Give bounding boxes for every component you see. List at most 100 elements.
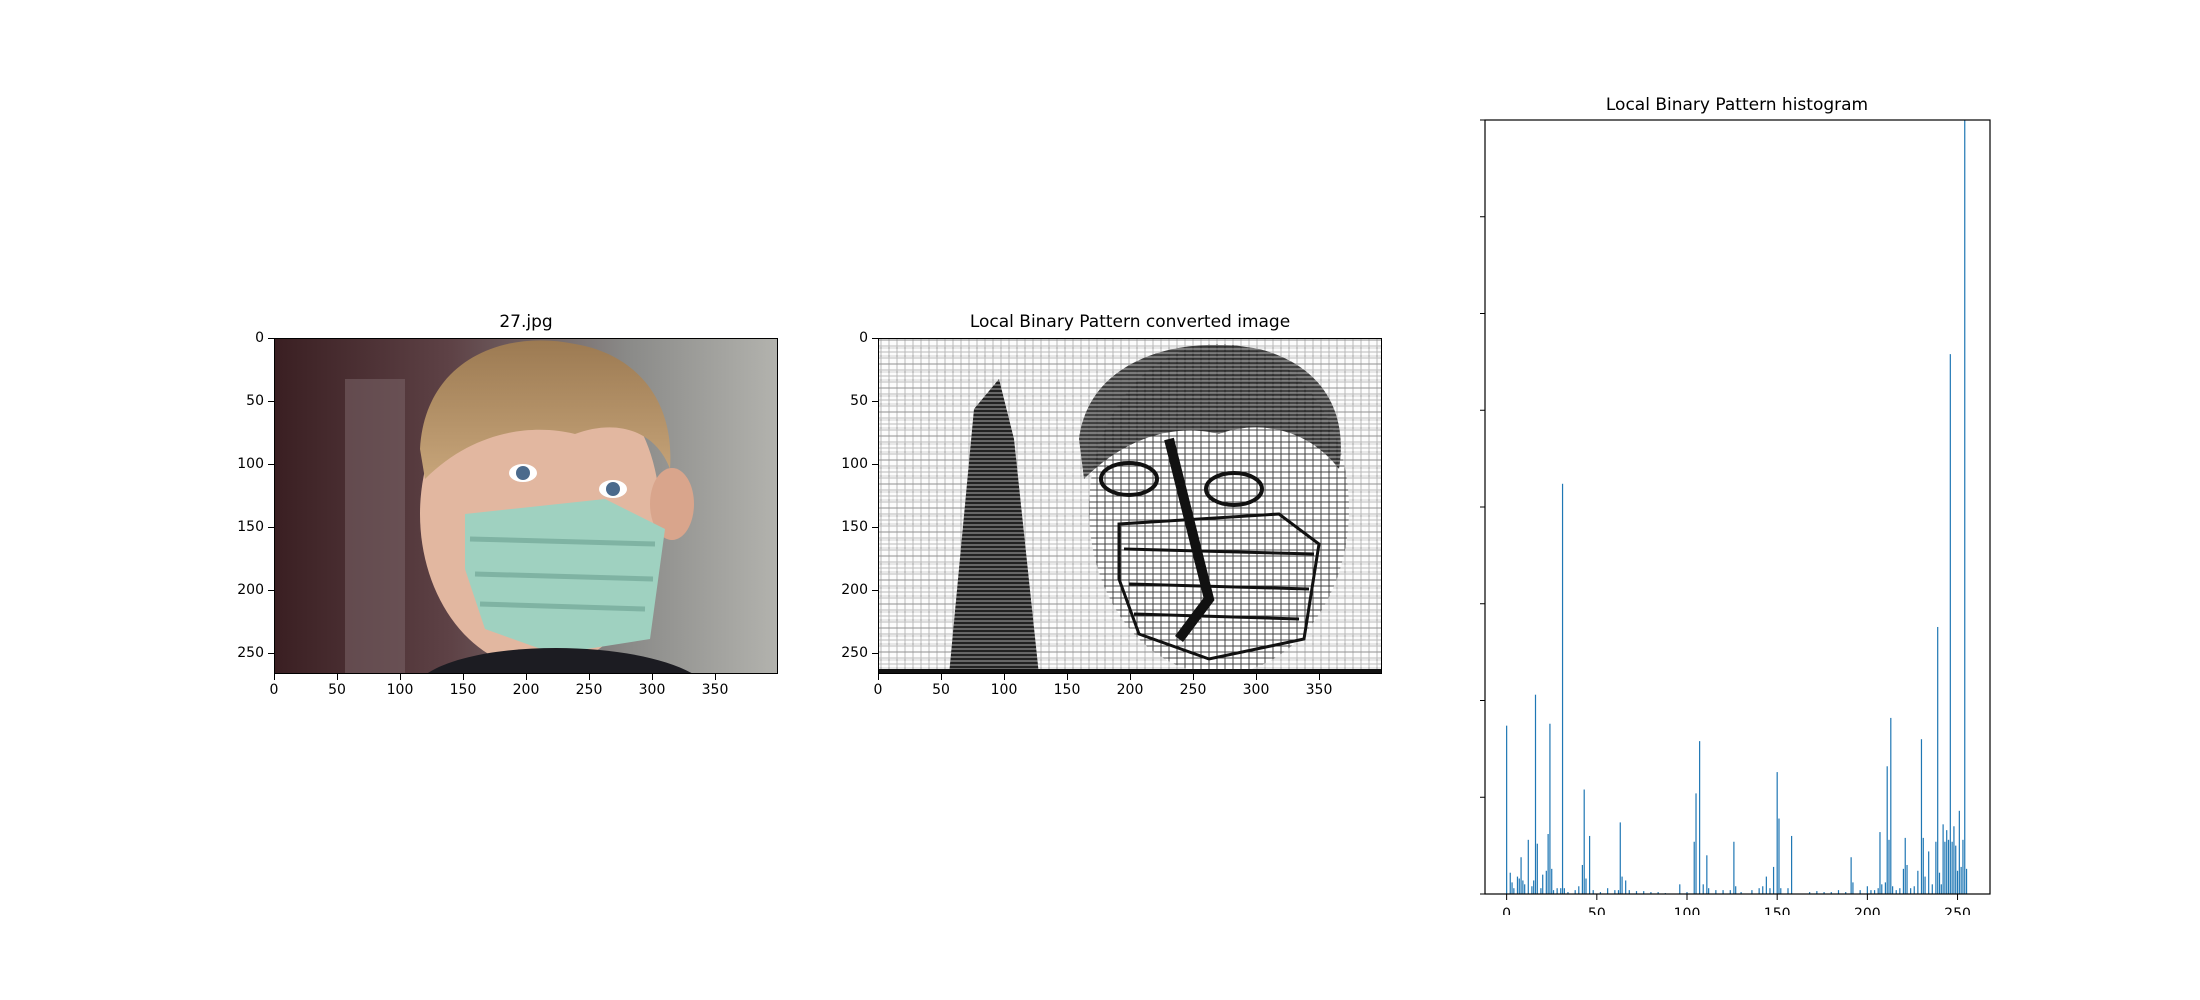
histogram-bar [1592, 890, 1594, 894]
histogram-bar [1524, 884, 1526, 894]
panel2-title: Local Binary Pattern converted image [969, 312, 1291, 332]
histogram-bar [1547, 834, 1549, 894]
x-tick-label: 300 [638, 682, 666, 698]
histogram-bar [1899, 888, 1901, 894]
panel1-title: 27.jpg [499, 312, 553, 332]
x-tick-label: 350 [701, 682, 729, 698]
histogram-bar [1787, 888, 1789, 894]
histogram-bar [1607, 888, 1609, 894]
y-tick-mark [872, 338, 878, 339]
histogram-bar [1643, 891, 1645, 894]
histogram-bar [1702, 884, 1704, 894]
histogram-bar [1679, 884, 1681, 894]
x-tick-label: 250 [1944, 906, 1971, 915]
histogram-bar [1947, 839, 1950, 894]
histogram-bar [1940, 884, 1942, 894]
histogram-bar [1778, 818, 1780, 894]
histogram-bar [1962, 839, 1964, 894]
x-tick-mark [1319, 674, 1320, 680]
histogram-bar [1574, 890, 1576, 894]
histogram-bar [1531, 886, 1533, 894]
x-tick-label: 200 [1854, 906, 1881, 915]
histogram-bar [1735, 886, 1737, 894]
y-tick-label: 0 [859, 330, 868, 346]
y-tick-label: 200 [237, 582, 264, 598]
histogram-bar [1958, 810, 1960, 894]
x-tick-mark [274, 674, 275, 680]
x-tick-label: 100 [1674, 906, 1701, 915]
histogram-bar [1621, 876, 1623, 894]
histogram-bar [1560, 888, 1562, 894]
histogram-bar [1751, 890, 1753, 894]
x-tick-label: 100 [386, 682, 414, 698]
histogram-bar [1955, 845, 1957, 894]
histogram-bar [1552, 890, 1555, 894]
histogram-bar [1513, 888, 1515, 894]
histogram-bar [1522, 880, 1524, 894]
y-tick-mark [268, 401, 274, 402]
histogram-chart: 0500010000150002000025000300003500040000… [1480, 119, 1991, 915]
histogram-bar [1589, 835, 1591, 894]
y-tick-mark [268, 590, 274, 591]
histogram-bar [1520, 857, 1522, 894]
histogram-bar [1542, 874, 1544, 894]
x-tick-label: 200 [1116, 682, 1144, 698]
histogram-bar [1886, 766, 1888, 894]
histogram-bar [1509, 872, 1511, 894]
x-tick-label: 50 [1588, 906, 1606, 915]
y-tick-label: 100 [841, 456, 868, 472]
histogram-bar [1533, 880, 1535, 894]
y-tick-label: 50 [246, 393, 264, 409]
histogram-bar [1536, 843, 1538, 894]
histogram-bar [1583, 789, 1585, 894]
histogram-bar [1733, 841, 1735, 894]
y-tick-mark [268, 527, 274, 528]
histogram-bar [1870, 890, 1872, 894]
histogram-bar [1890, 717, 1892, 894]
y-tick-label: 50 [850, 393, 868, 409]
x-tick-label: 350 [1305, 682, 1333, 698]
histogram-bar [1917, 870, 1919, 894]
histogram-title: Local Binary Pattern histogram [1605, 95, 1869, 115]
x-tick-mark [526, 674, 527, 680]
y-tick-label: 250 [237, 645, 264, 661]
histogram-bar [1904, 837, 1906, 894]
histogram-bar [1931, 884, 1933, 894]
histogram-bar [1695, 793, 1697, 894]
histogram-bar [1837, 890, 1840, 894]
histogram-bar [1924, 876, 1926, 894]
histogram-bar [1556, 888, 1558, 894]
histogram-bar [1879, 832, 1881, 894]
histogram-bar [1706, 855, 1708, 894]
histogram-bar [1518, 878, 1520, 894]
histogram-bar [1551, 868, 1553, 894]
histogram-bar [1599, 892, 1602, 894]
histogram-bar [1567, 892, 1569, 894]
histogram-bar [1816, 891, 1818, 894]
x-tick-mark [337, 674, 338, 680]
histogram-bar [1906, 864, 1908, 894]
histogram-bar [1635, 891, 1638, 894]
x-tick-label: 150 [1053, 682, 1081, 698]
histogram-bar [1549, 723, 1551, 894]
histogram-bar [1708, 888, 1710, 894]
x-tick-mark [878, 674, 879, 680]
histogram-bar [1516, 876, 1519, 894]
x-tick-mark [941, 674, 942, 680]
histogram-bar [1938, 872, 1941, 894]
histogram-bar [1881, 884, 1883, 894]
y-tick-label: 150 [841, 519, 868, 535]
histogram-bar [1578, 886, 1580, 894]
histogram-bar [1715, 890, 1717, 894]
y-tick-mark [872, 464, 878, 465]
histogram-bar [1960, 866, 1962, 894]
y-tick-label: 250 [841, 645, 868, 661]
histogram-bar [1628, 890, 1630, 894]
x-tick-label: 0 [269, 682, 279, 698]
lbp-converted-image [878, 338, 1382, 674]
histogram-bar [1935, 841, 1937, 894]
histogram-bar [1722, 890, 1724, 894]
y-tick-mark [872, 401, 878, 402]
histogram-bar [1585, 878, 1587, 894]
x-tick-label: 50 [328, 682, 346, 698]
